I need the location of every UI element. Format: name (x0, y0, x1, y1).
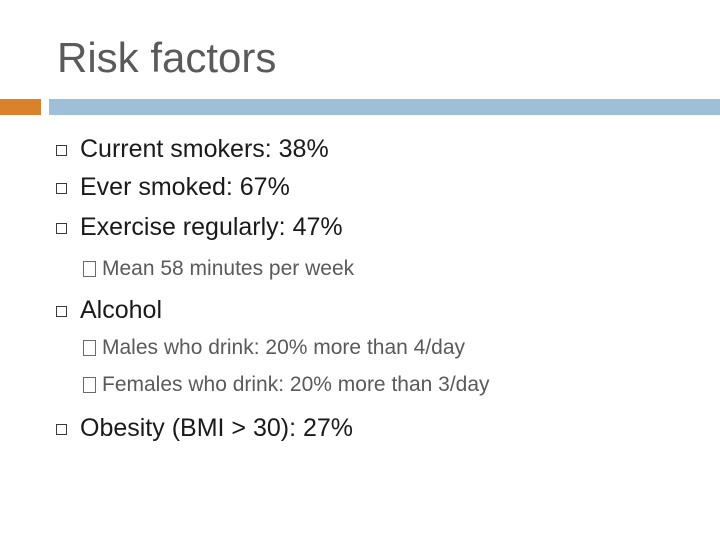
sub-bullet-glyph-icon (83, 261, 96, 277)
sub-bullet-glyph-icon (83, 377, 96, 393)
sub-bullet-mean-minutes: Mean 58 minutes per week (83, 256, 354, 282)
sub-bullet-males: Males who drink: 20% more than 4/day (83, 335, 465, 361)
bullet-exercise: Exercise regularly: 47% (80, 213, 343, 241)
bullet-obesity: Obesity (BMI > 30): 27% (80, 414, 354, 442)
title-rule-accent (0, 99, 41, 115)
bullet-ever-smoked: Ever smoked: 67% (80, 173, 290, 201)
bullet-square-icon (56, 183, 67, 194)
bullet-square-icon (56, 145, 67, 156)
sub-bullet-glyph-icon (83, 340, 96, 356)
bullet-square-icon (56, 223, 67, 234)
bullet-square-icon (56, 424, 67, 435)
title-rule (49, 99, 720, 115)
bullet-square-icon (56, 306, 67, 317)
slide-title: Risk factors (57, 34, 277, 81)
bullet-alcohol: Alcohol (80, 296, 162, 324)
sub-bullet-females: Females who drink: 20% more than 3/day (83, 372, 490, 398)
bullet-current-smokers: Current smokers: 38% (80, 135, 329, 163)
